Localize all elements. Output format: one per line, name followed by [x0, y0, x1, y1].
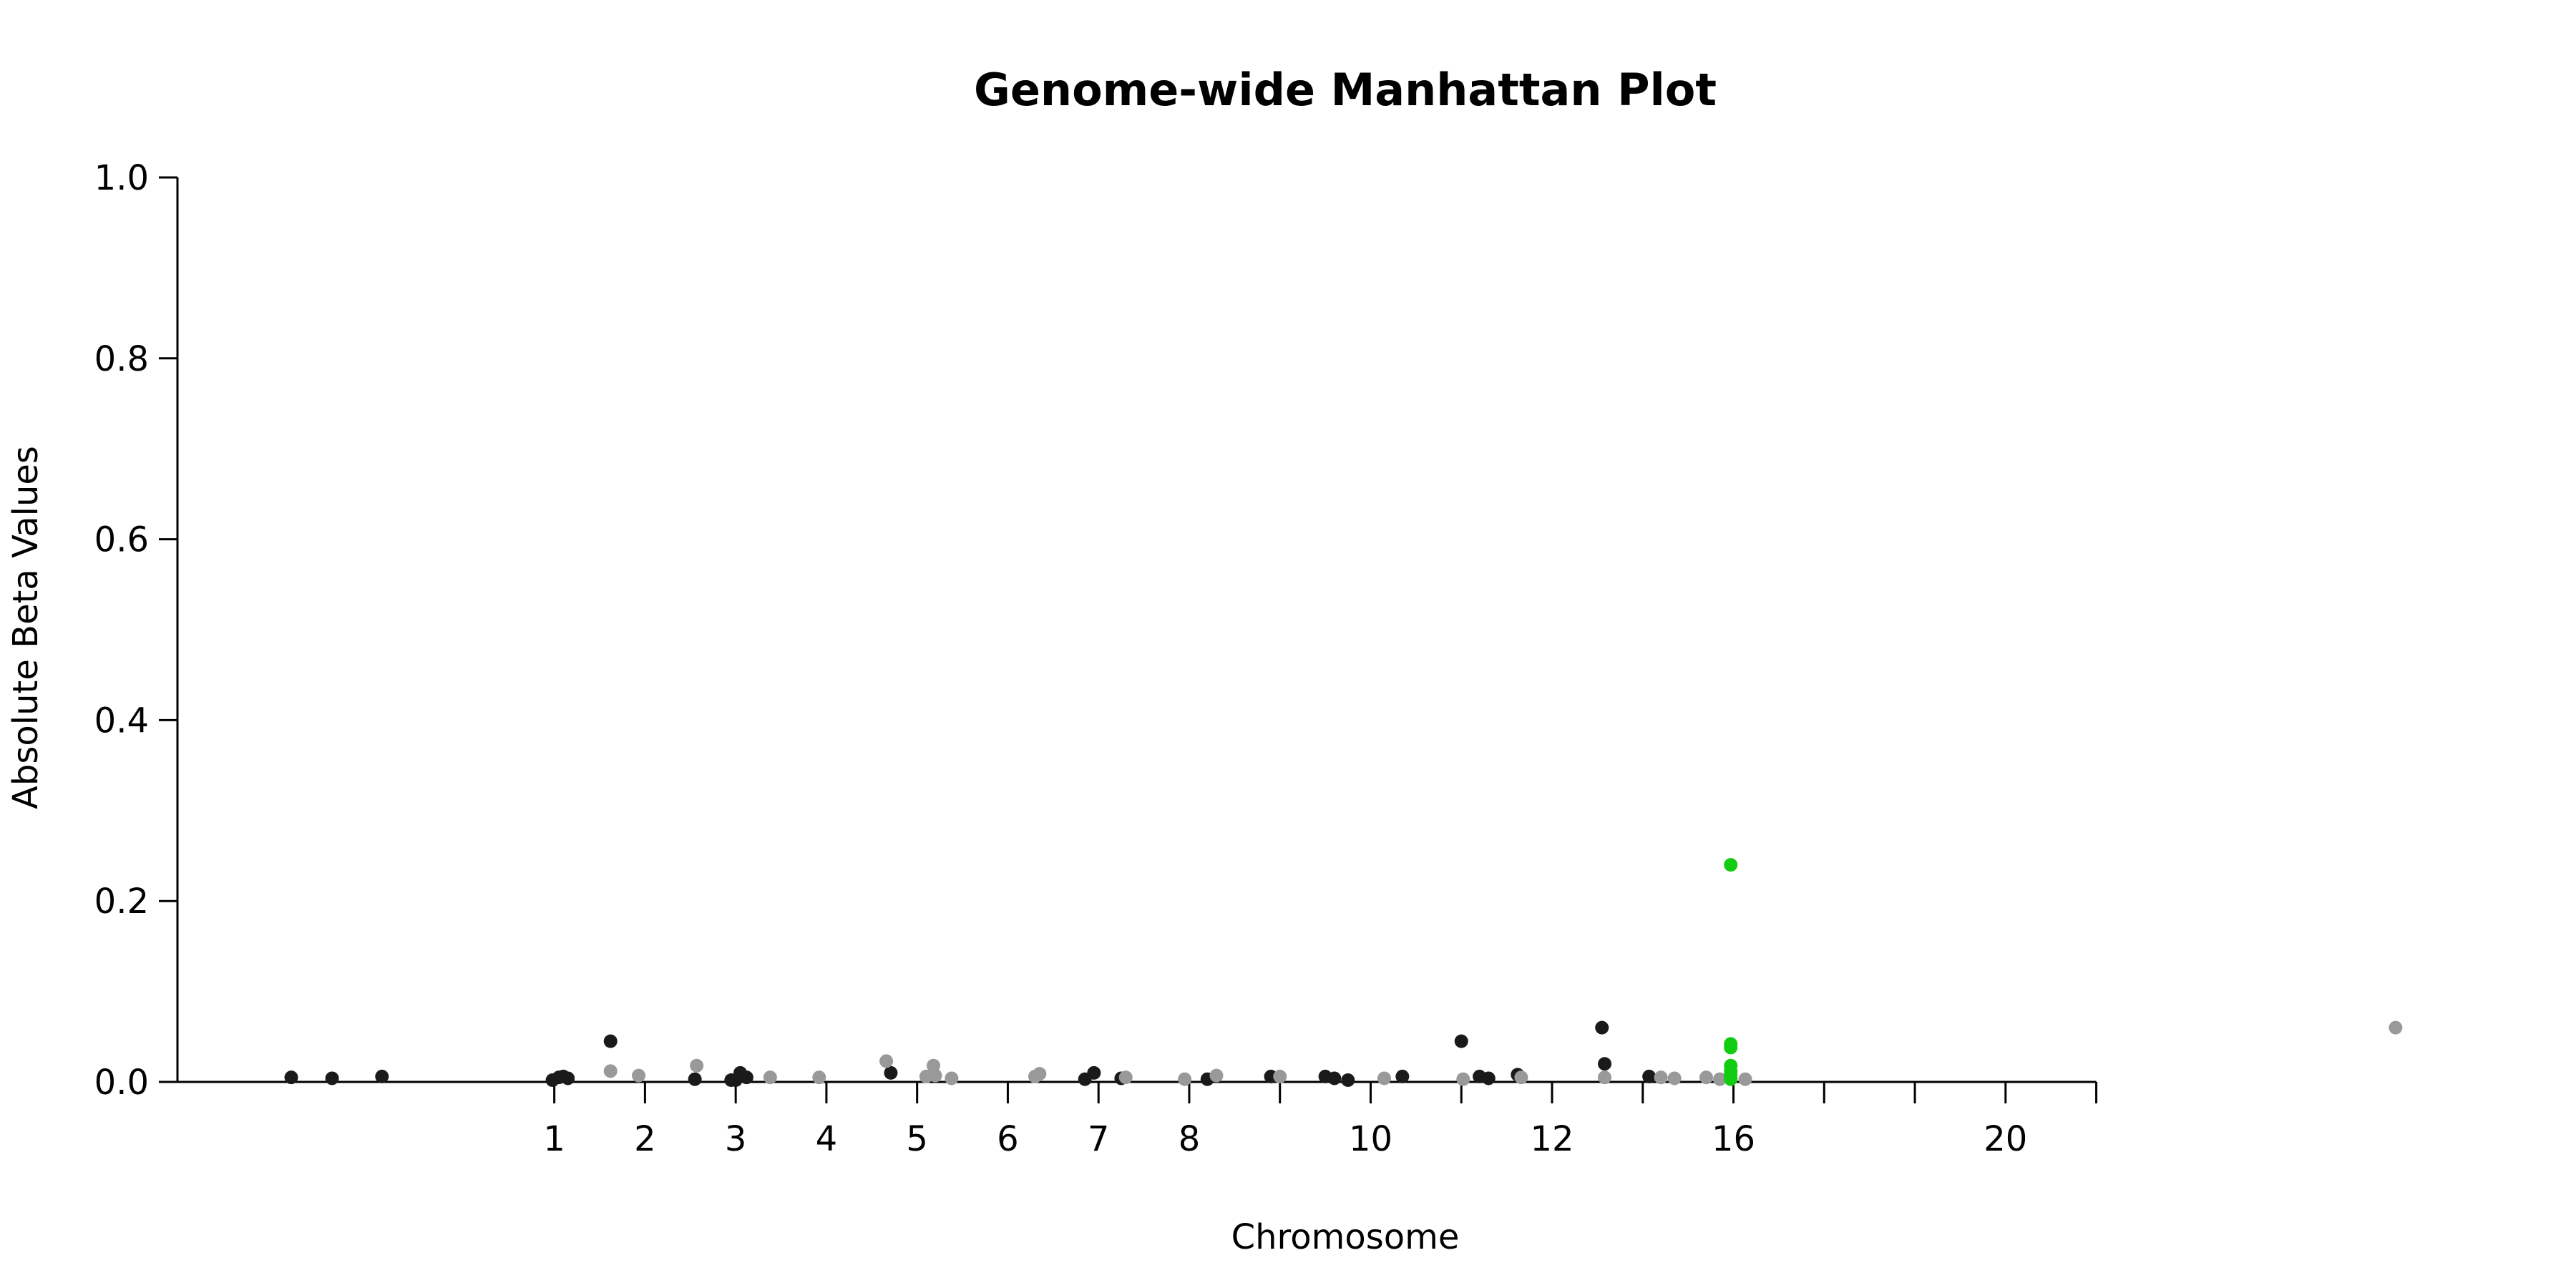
- data-point: [1598, 1070, 1612, 1085]
- x-axis: 1 2 3 4 5 6 7 8 10 12 16 20: [177, 1080, 2098, 1159]
- x-axis-label: Chromosome: [1231, 1217, 1460, 1257]
- data-point: [561, 1071, 575, 1085]
- data-point: [1118, 1070, 1133, 1085]
- data-point: [739, 1070, 753, 1085]
- data-point: [375, 1069, 389, 1083]
- x-tick-label: 1: [543, 1119, 565, 1159]
- data-point: [1595, 1020, 1609, 1035]
- x-tick-label: 8: [1179, 1119, 1201, 1159]
- data-point: [1327, 1071, 1342, 1085]
- data-point: [1598, 1057, 1612, 1071]
- data-point: [284, 1070, 298, 1085]
- data-point: [1514, 1070, 1528, 1085]
- data-point: [1273, 1069, 1287, 1083]
- y-tick-label: 1.0: [94, 158, 149, 198]
- x-tick-label: 20: [1984, 1119, 2027, 1159]
- data-point: [688, 1072, 702, 1086]
- x-tick-label: 5: [906, 1119, 928, 1159]
- data-point: [1209, 1068, 1224, 1083]
- y-tick-label: 0.2: [94, 882, 149, 922]
- data-point: [1724, 858, 1738, 872]
- x-tick-label: 6: [997, 1119, 1019, 1159]
- data-point: [1642, 1069, 1657, 1083]
- x-tick-label: 16: [1712, 1119, 1755, 1159]
- data-point: [1738, 1072, 1752, 1086]
- x-tick-label: 3: [725, 1119, 747, 1159]
- data-point: [1654, 1070, 1668, 1085]
- data-point: [603, 1064, 618, 1078]
- y-axis: 0.0 0.2 0.4 0.6 0.8 1.0: [94, 158, 179, 1103]
- data-point: [884, 1065, 898, 1080]
- data-point: [2389, 1020, 2403, 1035]
- chart-title: Genome-wide Manhattan Plot: [974, 64, 1717, 116]
- data-point: [632, 1068, 646, 1083]
- data-point: [1395, 1069, 1410, 1083]
- x-tick-label: 2: [634, 1119, 656, 1159]
- data-point: [1341, 1073, 1355, 1087]
- data-point: [1178, 1072, 1192, 1086]
- x-tick-label: 7: [1088, 1119, 1110, 1159]
- data-point: [1456, 1072, 1470, 1086]
- y-tick-label: 0.4: [94, 701, 149, 741]
- data-point: [1713, 1072, 1727, 1086]
- data-points: [284, 858, 2403, 1087]
- data-point: [763, 1070, 777, 1085]
- data-point: [1377, 1071, 1391, 1085]
- x-tick-label: 12: [1530, 1119, 1574, 1159]
- data-point: [1724, 1072, 1738, 1086]
- x-tick-label: 4: [816, 1119, 838, 1159]
- y-axis-label: Absolute Beta Values: [6, 446, 46, 809]
- data-point: [1667, 1071, 1682, 1085]
- y-tick-label: 0.8: [94, 339, 149, 379]
- data-point: [690, 1058, 704, 1073]
- data-point: [325, 1071, 339, 1085]
- y-tick-label: 0.6: [94, 520, 149, 560]
- data-point: [1724, 1040, 1738, 1055]
- data-point: [1481, 1071, 1496, 1085]
- data-point: [603, 1034, 618, 1048]
- data-point: [1087, 1065, 1101, 1080]
- data-point: [945, 1071, 959, 1085]
- data-point: [1454, 1034, 1468, 1048]
- data-point: [1033, 1067, 1047, 1081]
- data-point: [812, 1070, 826, 1085]
- data-point: [928, 1068, 942, 1083]
- data-point: [879, 1054, 894, 1068]
- data-point: [1699, 1070, 1714, 1085]
- y-tick-label: 0.0: [94, 1063, 149, 1103]
- x-tick-label: 10: [1349, 1119, 1392, 1159]
